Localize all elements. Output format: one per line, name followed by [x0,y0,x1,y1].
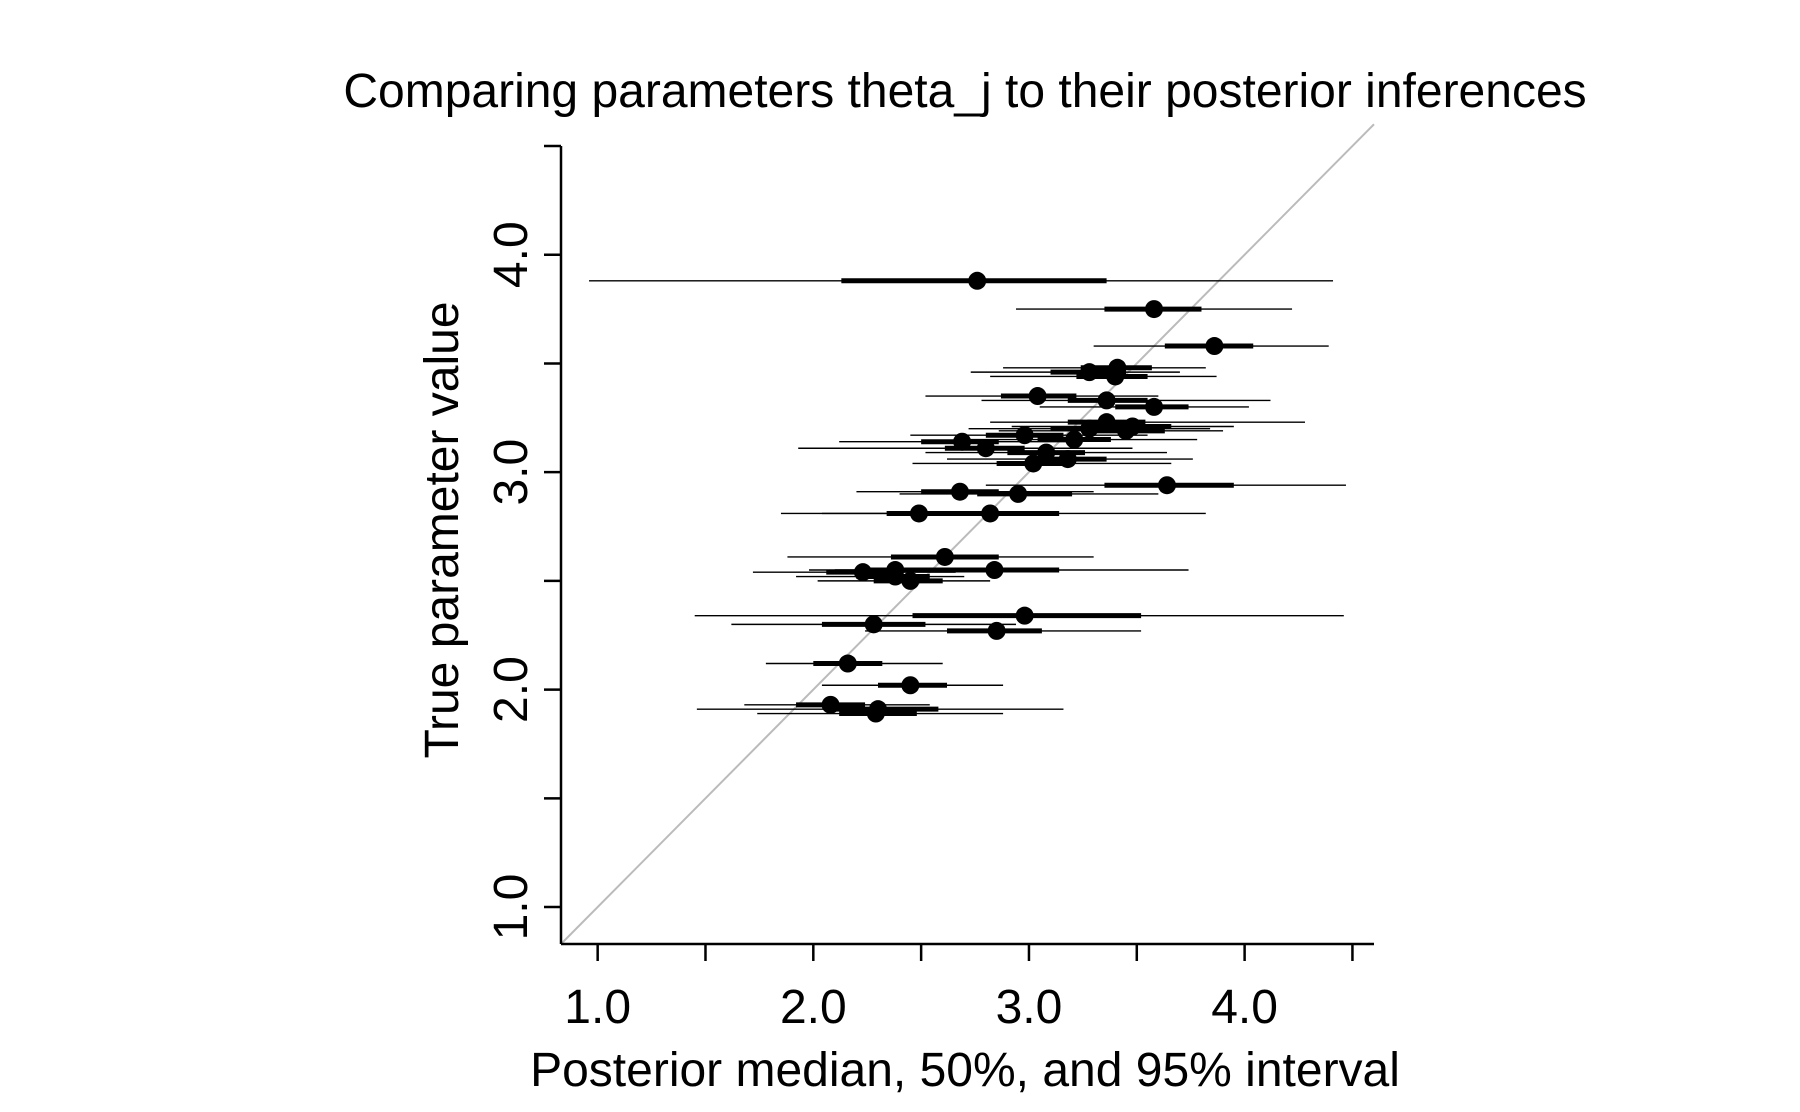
reference-line [560,123,1375,945]
median-point [950,482,969,501]
median-point [1028,387,1047,406]
plot-area: 1.0 2.0 3.0 4.0 1.0 2.0 3.0 4.0 [485,123,1375,1034]
y-axis-title: True parameter value [416,301,469,758]
median-point [968,271,987,290]
x-tick-label: 2.0 [780,981,847,1034]
median-point [1106,367,1125,386]
median-point [1065,430,1084,449]
median-point [864,615,883,634]
median-point [1009,484,1028,503]
x-tick-label: 1.0 [564,981,631,1034]
median-point [976,439,995,458]
median-point [1097,391,1116,410]
median-point [901,676,920,695]
median-point [981,504,1000,523]
median-point [1015,606,1034,625]
median-point [901,571,920,590]
y-tick-label: 3.0 [485,439,538,506]
median-point [866,704,885,723]
median-point [935,547,954,566]
x-tick-label: 3.0 [996,981,1063,1034]
median-point [1205,337,1224,356]
x-axis-title: Posterior median, 50%, and 95% interval [530,1044,1400,1097]
median-point [987,621,1006,640]
y-tick-label: 4.0 [485,221,538,288]
y-tick-label: 1.0 [485,874,538,941]
median-point [1145,397,1164,416]
chart-title: Comparing parameters theta_j to their po… [343,65,1586,118]
median-point [1024,454,1043,473]
median-point [1117,421,1136,440]
median-point [1145,300,1164,319]
y-tick-label: 2.0 [485,656,538,723]
x-tick-label: 4.0 [1211,981,1278,1034]
median-point [838,654,857,673]
median-point [1157,476,1176,495]
median-point [985,561,1004,580]
